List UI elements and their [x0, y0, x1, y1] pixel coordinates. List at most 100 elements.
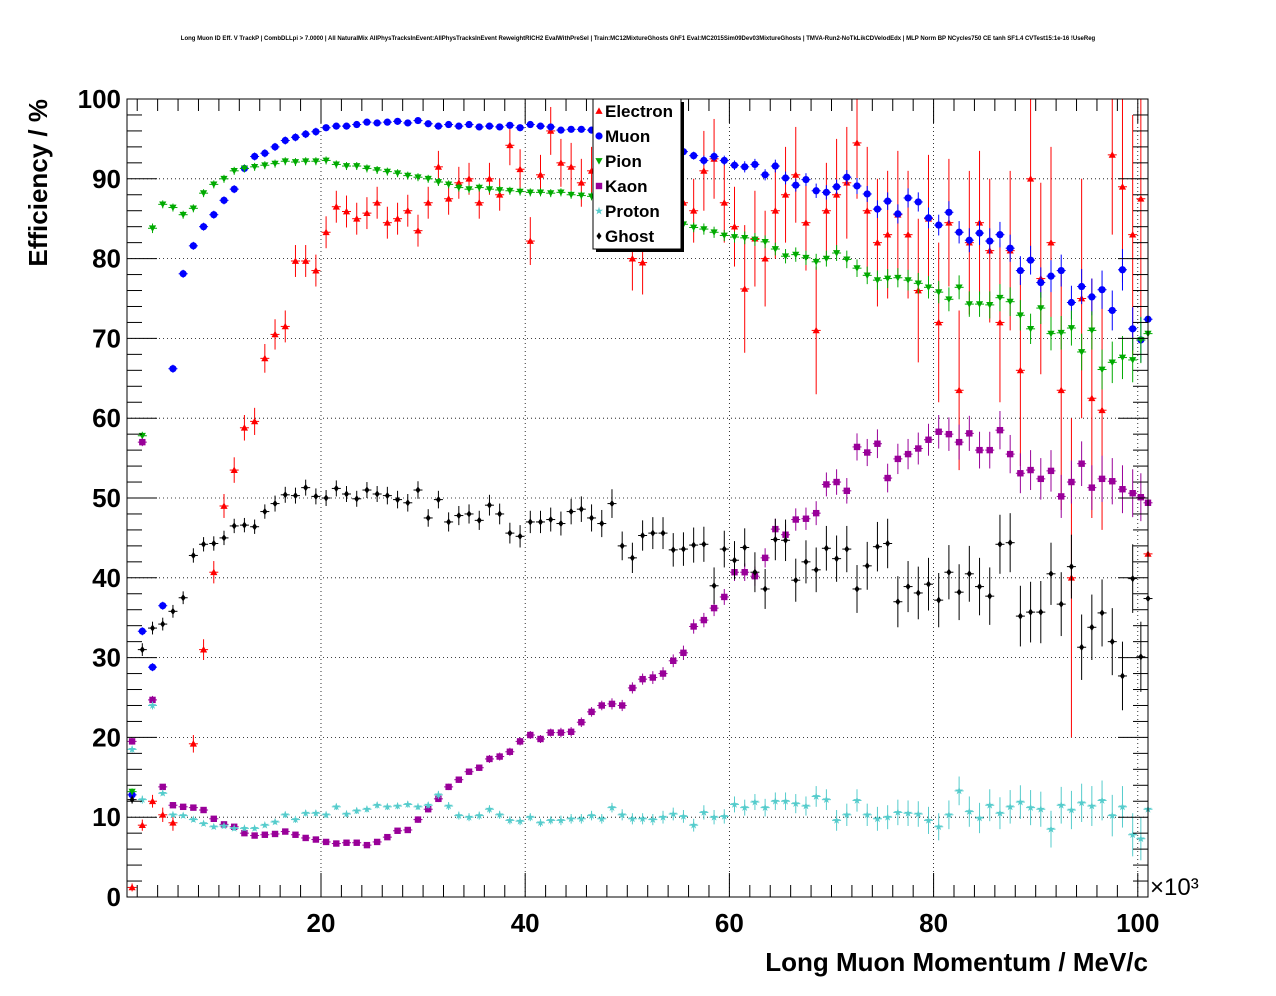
pion-point [821, 250, 831, 267]
muon-point [1117, 249, 1127, 291]
pion-point [536, 188, 546, 197]
tick-labels: 0 10 20 30 40 50 60 70 80 90 100 20 40 60 80 100 [78, 84, 1160, 938]
pion-marker [986, 302, 994, 309]
muon-marker [496, 123, 504, 131]
ghost-point [148, 621, 158, 635]
proton-marker [230, 824, 239, 832]
muon-point [872, 200, 882, 218]
kaon-point [862, 438, 872, 467]
pion-marker [843, 256, 851, 263]
kaon-point [872, 429, 882, 459]
electron-point [811, 266, 821, 395]
pion-marker [312, 158, 320, 165]
muon-point [301, 130, 311, 139]
kaon-point [832, 469, 842, 495]
x-tick-label: 100 [1116, 908, 1159, 938]
muon-marker [710, 152, 718, 161]
pion-point [740, 231, 750, 245]
ghost-marker [1048, 570, 1054, 578]
ghost-point [750, 552, 760, 593]
muon-marker [179, 270, 187, 278]
y-axis-label: Efficiency / % [23, 99, 53, 267]
electron-point [229, 457, 239, 483]
muon-point [382, 118, 392, 126]
x-tick-label: 80 [919, 908, 948, 938]
proton-point [740, 799, 750, 816]
ghost-point [770, 518, 780, 561]
proton-marker [750, 797, 759, 806]
ghost-marker [997, 540, 1003, 548]
muon-marker [1047, 272, 1055, 280]
pion-marker [291, 159, 300, 166]
pion-point [546, 189, 556, 198]
electron-marker [485, 175, 494, 182]
pion-marker [189, 205, 197, 212]
electron-marker [342, 207, 351, 215]
electron-point [219, 494, 229, 518]
kaon-point [311, 836, 321, 843]
pion-marker [771, 246, 779, 253]
muon-marker [1098, 286, 1106, 294]
grid-lines [127, 99, 1148, 897]
proton-point [811, 786, 821, 807]
proton-marker [893, 808, 902, 816]
electron-marker [536, 171, 545, 178]
proton-marker [842, 810, 851, 819]
proton-marker [597, 814, 606, 823]
kaon-point [801, 507, 811, 530]
proton-point [495, 810, 505, 819]
proton-point [1066, 790, 1076, 830]
kaon-marker [1098, 475, 1106, 483]
proton-marker [179, 811, 188, 819]
proton-point [709, 810, 719, 825]
pion-marker [1006, 298, 1014, 306]
proton-marker [648, 815, 657, 823]
electron-point [689, 178, 699, 243]
pion-point [944, 287, 954, 312]
pion-point [954, 275, 964, 300]
ghost-marker [211, 539, 217, 548]
pion-point [1077, 333, 1087, 371]
proton-point [444, 801, 454, 811]
ghost-marker [762, 585, 768, 593]
ghost-marker [793, 576, 799, 584]
ghost-point [219, 530, 229, 546]
proton-marker [781, 797, 790, 805]
pion-marker [281, 158, 289, 165]
pion-point [1097, 349, 1107, 390]
proton-point [331, 802, 341, 811]
pion-marker [832, 250, 841, 257]
ghost-point [1107, 608, 1117, 676]
kaon-marker [864, 449, 871, 456]
pion-marker [342, 163, 351, 170]
electron-marker [812, 326, 820, 334]
proton-marker [699, 808, 708, 816]
ghost-marker [527, 518, 533, 526]
proton-point [1077, 783, 1087, 822]
muon-point [801, 173, 811, 186]
electron-marker [373, 199, 381, 206]
pion-point [975, 291, 985, 317]
pion-marker [904, 277, 912, 284]
pion-point [423, 174, 433, 183]
kaon-marker [680, 649, 687, 657]
kaon-point [546, 728, 556, 737]
kaon-marker [537, 735, 544, 743]
ghost-marker [201, 540, 207, 548]
proton-point [1117, 786, 1127, 828]
muon-point [137, 627, 147, 636]
kaon-marker [1129, 490, 1136, 497]
muon-marker [935, 221, 943, 229]
ghost-marker [343, 490, 350, 498]
proton-point [209, 822, 219, 831]
kaon-point [923, 423, 933, 456]
electron-marker [383, 219, 391, 226]
proton-marker [1026, 803, 1035, 812]
muon-marker [832, 183, 841, 191]
electron-marker [393, 215, 402, 222]
electron-marker [302, 257, 310, 264]
proton-point [219, 821, 229, 830]
electron-marker [873, 239, 882, 246]
muon-point [546, 123, 556, 131]
muon-marker [485, 122, 494, 130]
